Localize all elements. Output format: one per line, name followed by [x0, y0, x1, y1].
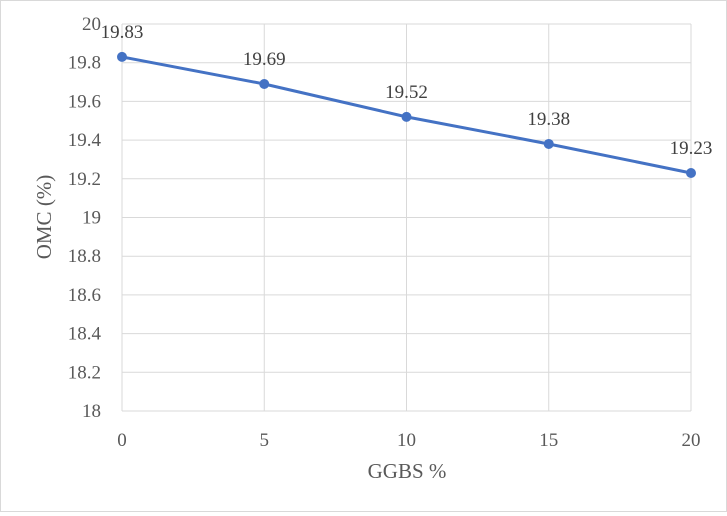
x-tick-labels: 0 5 10 15 20 — [117, 430, 700, 451]
x-tick-label: 15 — [539, 430, 558, 451]
y-tick-label: 19 — [82, 208, 101, 229]
data-labels: 19.83 19.69 19.52 19.38 19.23 — [101, 22, 713, 159]
data-point — [259, 78, 270, 89]
y-tick-label: 20 — [82, 14, 101, 35]
data-label: 19.83 — [101, 22, 144, 43]
data-point — [543, 138, 554, 149]
grid-lines — [121, 23, 692, 412]
x-tick-label: 5 — [260, 430, 270, 451]
data-point — [117, 51, 127, 62]
y-tick-label: 19.6 — [68, 91, 101, 112]
y-tick-label: 18.6 — [68, 285, 101, 306]
data-label: 19.52 — [385, 82, 428, 103]
x-tick-label: 10 — [397, 430, 416, 451]
series-layer — [117, 51, 696, 178]
y-tick-label: 18 — [82, 401, 101, 422]
data-label: 19.69 — [243, 49, 286, 70]
data-label: 19.38 — [527, 109, 570, 130]
y-tick-label: 18.8 — [68, 246, 101, 267]
data-point — [401, 111, 412, 122]
data-label: 19.23 — [670, 138, 713, 159]
y-tick-label: 19.2 — [68, 169, 101, 190]
y-tick-label: 19.4 — [68, 130, 102, 151]
y-axis-title: OMC (%) — [32, 175, 56, 260]
y-tick-label: 18.2 — [68, 362, 101, 383]
x-tick-label: 20 — [682, 430, 701, 451]
data-point — [686, 167, 696, 178]
x-tick-label: 0 — [117, 430, 127, 451]
y-tick-label: 19.8 — [68, 53, 101, 74]
x-axis-title: GGBS % — [368, 459, 447, 483]
y-tick-labels: 18 18.2 18.4 18.6 18.8 19 19.2 19.4 19.6 19.8 20 — [68, 14, 102, 422]
y-tick-label: 18.4 — [68, 324, 102, 345]
